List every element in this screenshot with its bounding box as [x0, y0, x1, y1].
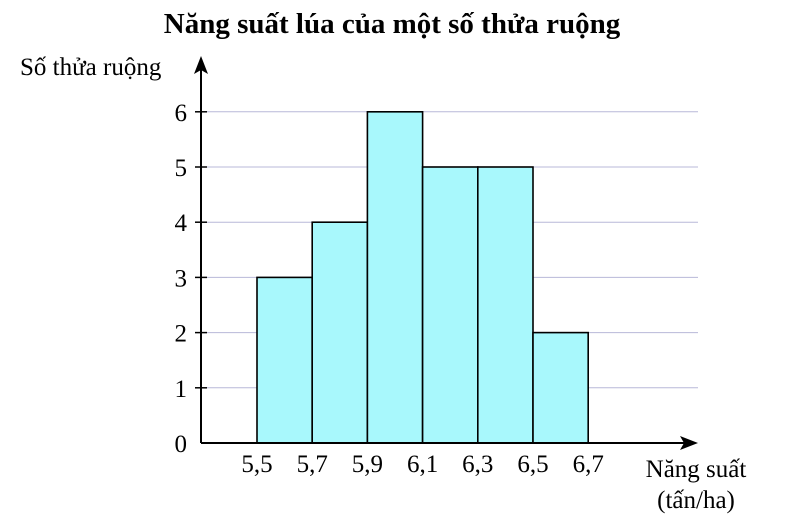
bars: [256, 111, 590, 444]
bar: [476, 166, 534, 444]
x-tick-label: 5,9: [352, 451, 383, 478]
y-tick-labels: 0 1 2 3 4 5 6: [175, 100, 207, 458]
y-axis-arrow: [194, 56, 208, 74]
y-tick-label: 4: [175, 210, 188, 237]
y-tick-label: 0: [175, 431, 188, 458]
x-axis-arrow: [680, 436, 698, 450]
bar: [256, 276, 314, 444]
x-tick-label: 6,7: [573, 451, 604, 478]
y-tick-label: 6: [175, 100, 188, 127]
y-tick-label: 1: [175, 376, 188, 403]
y-tick-label: 5: [175, 155, 188, 182]
y-tick-label: 2: [175, 321, 188, 348]
x-tick-labels: 5,5 5,7 5,9 6,1 6,3 6,5 6,7: [241, 451, 603, 478]
x-tick-label: 6,1: [407, 451, 438, 478]
x-tick-label: 6,3: [462, 451, 493, 478]
x-tick-label: 6,5: [517, 451, 548, 478]
bar: [421, 166, 479, 444]
bar: [532, 331, 590, 444]
x-axis-unit: (tấn/ha): [657, 487, 735, 514]
y-tick-label: 3: [175, 265, 188, 292]
bar: [311, 221, 369, 444]
bar: [366, 111, 424, 444]
x-tick-label: 5,5: [241, 451, 272, 478]
chart-title: Năng suất lúa của một số thửa ruộng: [164, 8, 621, 40]
x-axis-label: Năng suất: [646, 456, 747, 483]
x-tick-label: 5,7: [297, 451, 328, 478]
y-axis-label: Số thửa ruộng: [20, 54, 162, 81]
